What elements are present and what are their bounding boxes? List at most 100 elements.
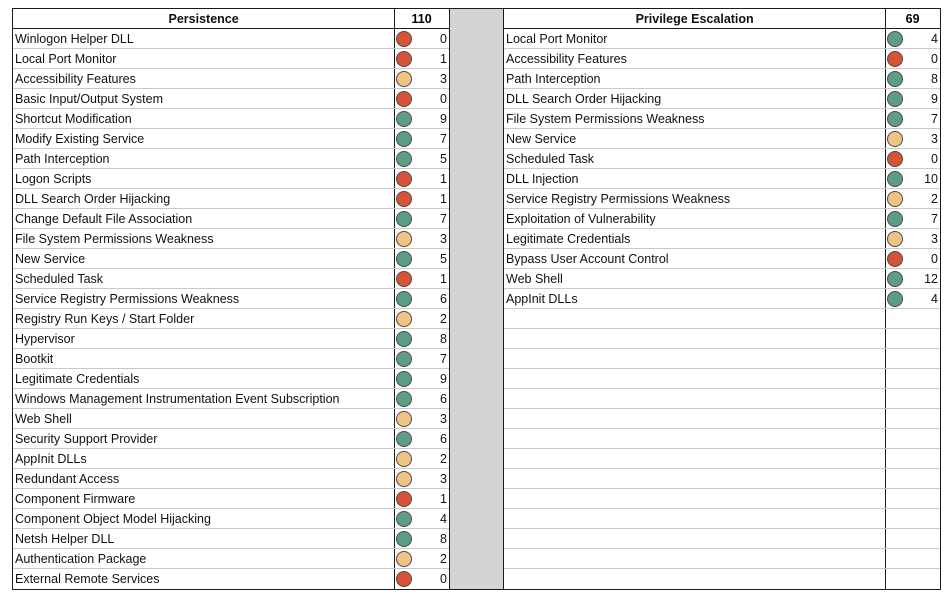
- technique-name-cell[interactable]: Component Object Model Hijacking: [15, 511, 211, 526]
- technique-score-cell[interactable]: 1: [394, 489, 449, 508]
- privilege-escalation-total[interactable]: 69: [885, 9, 940, 28]
- technique-name-cell[interactable]: Legitimate Credentials: [15, 371, 140, 386]
- technique-name-cell[interactable]: Exploitation of Vulnerability: [506, 211, 656, 226]
- technique-name-cell[interactable]: Bypass User Account Control: [506, 251, 669, 266]
- technique-score-cell[interactable]: 2: [394, 549, 449, 568]
- technique-name-cell[interactable]: Basic Input/Output System: [15, 91, 163, 106]
- empty-name-cell[interactable]: [504, 429, 885, 448]
- empty-score-cell[interactable]: [885, 309, 940, 328]
- technique-score-cell[interactable]: 2: [394, 449, 449, 468]
- technique-name-cell[interactable]: Change Default File Association: [15, 211, 193, 226]
- technique-name-cell[interactable]: Path Interception: [506, 71, 601, 86]
- technique-name-cell[interactable]: File System Permissions Weakness: [506, 111, 705, 126]
- technique-name-cell[interactable]: AppInit DLLs: [506, 291, 578, 306]
- technique-score-cell[interactable]: 7: [885, 109, 940, 128]
- technique-name-cell[interactable]: Scheduled Task: [506, 151, 595, 166]
- technique-name-cell[interactable]: Windows Management Instrumentation Event…: [15, 391, 340, 406]
- empty-name-cell[interactable]: [504, 489, 885, 508]
- technique-name-cell[interactable]: DLL Search Order Hijacking: [506, 91, 662, 106]
- empty-name-cell[interactable]: [504, 409, 885, 428]
- technique-name-cell[interactable]: DLL Search Order Hijacking: [15, 191, 171, 206]
- technique-score-cell[interactable]: 3: [394, 409, 449, 428]
- technique-name-cell[interactable]: Redundant Access: [15, 471, 120, 486]
- technique-score-cell[interactable]: 1: [394, 189, 449, 208]
- technique-score-cell[interactable]: 6: [394, 429, 449, 448]
- technique-score-cell[interactable]: 0: [394, 569, 449, 589]
- technique-score-cell[interactable]: 6: [394, 389, 449, 408]
- empty-score-cell[interactable]: [885, 449, 940, 468]
- technique-name-cell[interactable]: Web Shell: [506, 271, 563, 286]
- technique-name-cell[interactable]: File System Permissions Weakness: [15, 231, 214, 246]
- technique-name-cell[interactable]: Netsh Helper DLL: [15, 531, 115, 546]
- technique-name-cell[interactable]: Legitimate Credentials: [506, 231, 631, 246]
- empty-name-cell[interactable]: [504, 549, 885, 568]
- empty-score-cell[interactable]: [885, 409, 940, 428]
- technique-score-cell[interactable]: 0: [394, 29, 449, 48]
- technique-score-cell[interactable]: 6: [394, 289, 449, 308]
- technique-name-cell[interactable]: Hypervisor: [15, 331, 75, 346]
- technique-score-cell[interactable]: 3: [885, 229, 940, 248]
- empty-score-cell[interactable]: [885, 489, 940, 508]
- empty-name-cell[interactable]: [504, 569, 885, 589]
- technique-score-cell[interactable]: 1: [394, 169, 449, 188]
- empty-name-cell[interactable]: [504, 329, 885, 348]
- empty-score-cell[interactable]: [885, 509, 940, 528]
- technique-name-cell[interactable]: Web Shell: [15, 411, 72, 426]
- technique-name-cell[interactable]: Bootkit: [15, 351, 54, 366]
- technique-score-cell[interactable]: 3: [885, 129, 940, 148]
- technique-score-cell[interactable]: 8: [394, 329, 449, 348]
- empty-score-cell[interactable]: [885, 329, 940, 348]
- technique-score-cell[interactable]: 7: [394, 349, 449, 368]
- empty-name-cell[interactable]: [504, 529, 885, 548]
- technique-name-cell[interactable]: Registry Run Keys / Start Folder: [15, 311, 195, 326]
- technique-score-cell[interactable]: 0: [885, 149, 940, 168]
- technique-score-cell[interactable]: 9: [394, 369, 449, 388]
- empty-score-cell[interactable]: [885, 369, 940, 388]
- technique-name-cell[interactable]: Component Firmware: [15, 491, 136, 506]
- empty-score-cell[interactable]: [885, 549, 940, 568]
- technique-name-cell[interactable]: Accessibility Features: [15, 71, 136, 86]
- technique-score-cell[interactable]: 8: [394, 529, 449, 548]
- technique-score-cell[interactable]: 12: [885, 269, 940, 288]
- technique-score-cell[interactable]: 0: [885, 49, 940, 68]
- technique-score-cell[interactable]: 4: [394, 509, 449, 528]
- technique-name-cell[interactable]: Authentication Package: [15, 551, 147, 566]
- empty-name-cell[interactable]: [504, 469, 885, 488]
- empty-score-cell[interactable]: [885, 569, 940, 589]
- empty-score-cell[interactable]: [885, 429, 940, 448]
- technique-score-cell[interactable]: 10: [885, 169, 940, 188]
- empty-score-cell[interactable]: [885, 349, 940, 368]
- technique-score-cell[interactable]: 7: [885, 209, 940, 228]
- technique-score-cell[interactable]: 9: [885, 89, 940, 108]
- technique-name-cell[interactable]: New Service: [15, 251, 86, 266]
- technique-score-cell[interactable]: 3: [394, 469, 449, 488]
- empty-name-cell[interactable]: [504, 349, 885, 368]
- technique-score-cell[interactable]: 0: [885, 249, 940, 268]
- empty-name-cell[interactable]: [504, 369, 885, 388]
- empty-name-cell[interactable]: [504, 389, 885, 408]
- technique-score-cell[interactable]: 3: [394, 69, 449, 88]
- persistence-title[interactable]: Persistence: [168, 11, 239, 26]
- technique-score-cell[interactable]: 0: [394, 89, 449, 108]
- technique-name-cell[interactable]: Logon Scripts: [15, 171, 92, 186]
- technique-score-cell[interactable]: 2: [885, 189, 940, 208]
- empty-name-cell[interactable]: [504, 449, 885, 468]
- technique-name-cell[interactable]: Modify Existing Service: [15, 131, 145, 146]
- technique-score-cell[interactable]: 5: [394, 249, 449, 268]
- technique-score-cell[interactable]: 4: [885, 29, 940, 48]
- technique-name-cell[interactable]: Accessibility Features: [506, 51, 627, 66]
- empty-score-cell[interactable]: [885, 529, 940, 548]
- technique-name-cell[interactable]: Winlogon Helper DLL: [15, 31, 134, 46]
- technique-name-cell[interactable]: Service Registry Permissions Weakness: [15, 291, 240, 306]
- technique-score-cell[interactable]: 9: [394, 109, 449, 128]
- technique-score-cell[interactable]: 1: [394, 49, 449, 68]
- technique-name-cell[interactable]: Shortcut Modification: [15, 111, 132, 126]
- empty-score-cell[interactable]: [885, 469, 940, 488]
- technique-name-cell[interactable]: DLL Injection: [506, 171, 579, 186]
- persistence-total[interactable]: 110: [394, 9, 449, 28]
- technique-score-cell[interactable]: 4: [885, 289, 940, 308]
- technique-name-cell[interactable]: Local Port Monitor: [506, 31, 608, 46]
- empty-name-cell[interactable]: [504, 309, 885, 328]
- empty-score-cell[interactable]: [885, 389, 940, 408]
- technique-name-cell[interactable]: Local Port Monitor: [15, 51, 117, 66]
